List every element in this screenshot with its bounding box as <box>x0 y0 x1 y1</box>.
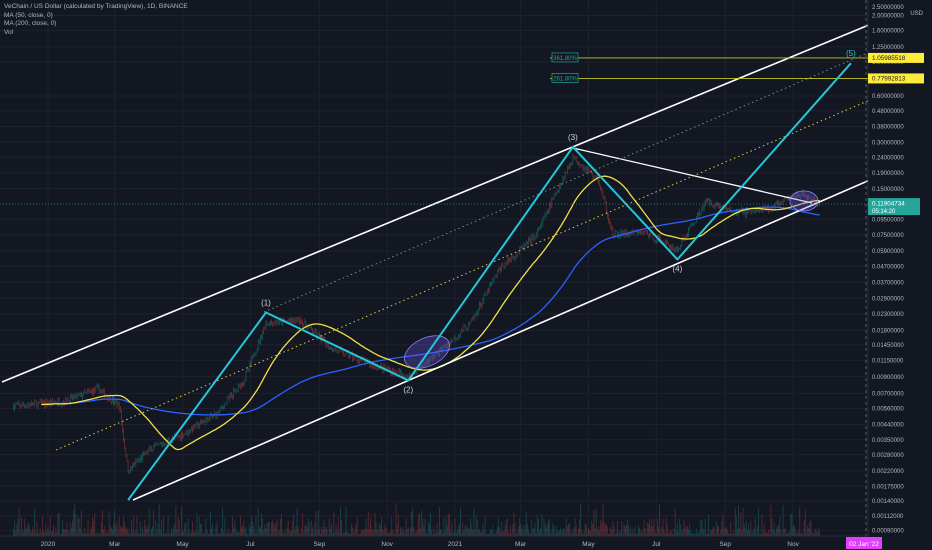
currency-label: USD <box>910 11 923 17</box>
fib-label-box <box>551 73 579 83</box>
price-tick-label: 0.09500000 <box>872 217 904 223</box>
price-tag-box <box>868 73 924 84</box>
wave-label: (1) <box>261 298 271 307</box>
time-axis: 2020 Mar May Jul Sep Nov 2021 Mar May Jul Sep Nov 02… <box>0 535 882 550</box>
price-tick-label: 1.60000000 <box>872 29 904 35</box>
price-tick-label: 0.01150000 <box>872 358 904 364</box>
price-tick-label: 0.00900000 <box>872 375 904 381</box>
triangle-upper-line <box>572 147 813 204</box>
price-tick-label: 1.25000000 <box>872 45 904 51</box>
wave-label: (5) <box>846 49 856 58</box>
legend-vol: Vol <box>4 28 14 36</box>
countdown-label: 05:14:20 <box>872 209 896 215</box>
price-tick-label: 0.07500000 <box>872 233 904 239</box>
fib-label-box <box>551 52 579 63</box>
time-tick-label: Sep <box>719 541 731 548</box>
price-tick-label: 0.05900000 <box>872 249 904 255</box>
time-tick-label: May <box>176 541 189 548</box>
fib-label: 361.80% <box>553 56 577 62</box>
time-tick-label: Mar <box>515 541 527 548</box>
price-tick-label: 0.15000000 <box>872 187 904 193</box>
highlight-ellipse <box>789 190 819 212</box>
channel-upper-line <box>1 14 894 383</box>
dotted-support-line <box>55 89 894 451</box>
current-price-box <box>868 198 920 216</box>
price-tick-label: 0.01450000 <box>872 343 904 349</box>
price-tag-box <box>868 52 924 63</box>
price-tick-label: 0.30000000 <box>872 140 904 146</box>
price-tick-label: 0.03700000 <box>872 280 904 286</box>
time-tick-label: May <box>582 541 595 548</box>
time-tick-label: 2021 <box>448 541 463 548</box>
dotted-midline <box>263 41 894 313</box>
price-tick-label: 0.00350000 <box>872 438 904 444</box>
price-tag-label: 0.77992813 <box>872 76 906 83</box>
price-tick-label: 0.00175000 <box>872 484 904 490</box>
legend-ma200: MA (200, close, 0) <box>4 20 57 28</box>
legend-title: VeChain / US Dollar (calculated by Tradi… <box>4 3 188 10</box>
price-axis-top-label: 2.50000000 <box>872 5 904 11</box>
legend-ma50: MA (50, close, 0) <box>4 11 53 19</box>
elliott-wave-line <box>127 62 852 501</box>
ma200-line <box>41 206 820 416</box>
price-tick-label: 0.00560000 <box>872 407 904 413</box>
time-tick-label: Nov <box>381 541 393 548</box>
time-tick-label: Mar <box>109 541 121 548</box>
date-marker-box <box>846 537 882 549</box>
price-tick-label: 0.00140000 <box>872 499 904 505</box>
channel-lines <box>1 0 894 536</box>
price-tick-label: 2.00000000 <box>872 14 904 20</box>
price-tick-label: 0.04700000 <box>872 264 904 270</box>
price-tick-label: 0.38000000 <box>872 125 904 131</box>
price-tick-label: 0.19000000 <box>872 171 904 177</box>
wave-label: (4) <box>673 264 683 273</box>
time-tick-label: 2020 <box>41 541 56 548</box>
price-tick-label: 0.02900000 <box>872 297 904 303</box>
time-tick-label: Jul <box>652 541 661 548</box>
price-tick-label: 0.02300000 <box>872 312 904 318</box>
price-tick-label: 0.00090000 <box>872 529 904 535</box>
price-tag-label: 1.05985518 <box>872 55 906 62</box>
price-tick-label: 0.24000000 <box>872 155 904 161</box>
time-tick-label: Sep <box>314 541 326 548</box>
price-tick-label: 0.60000000 <box>872 94 904 100</box>
time-axis-bg <box>0 536 868 550</box>
time-tick-label: Jul <box>246 541 255 548</box>
price-tick-label: 0.48000000 <box>872 109 904 115</box>
channel-lower-line <box>132 169 894 501</box>
price-tick-label: 0.00700000 <box>872 392 904 398</box>
price-tick-label: 0.00280000 <box>872 453 904 459</box>
price-tick-label: 0.00112000 <box>872 514 904 520</box>
price-tick-label: 1.00000000 <box>872 60 904 66</box>
price-axis-bg <box>868 0 932 550</box>
time-tick-label: Nov <box>787 541 799 548</box>
wave-label: (2) <box>403 385 413 394</box>
current-price-label: 0.11904734 <box>872 201 905 208</box>
price-tick-label: 0.01800000 <box>872 328 904 334</box>
chart-legend: VeChain / US Dollar (calculated by Tradi… <box>4 3 188 37</box>
price-tick-label: 0.00220000 <box>872 469 904 475</box>
price-axis: 2.50000000 USD 2.00000000 1.60000000 1.25000… <box>867 0 932 550</box>
ma50-line <box>41 175 820 451</box>
date-marker-label: 02 Jan '22 <box>849 541 879 548</box>
price-tick-label: 0.00440000 <box>872 423 904 429</box>
fib-label: 261.80% <box>553 77 577 83</box>
grid <box>0 0 868 536</box>
highlight-ellipse <box>404 335 450 369</box>
wave-label: (3) <box>568 133 578 142</box>
